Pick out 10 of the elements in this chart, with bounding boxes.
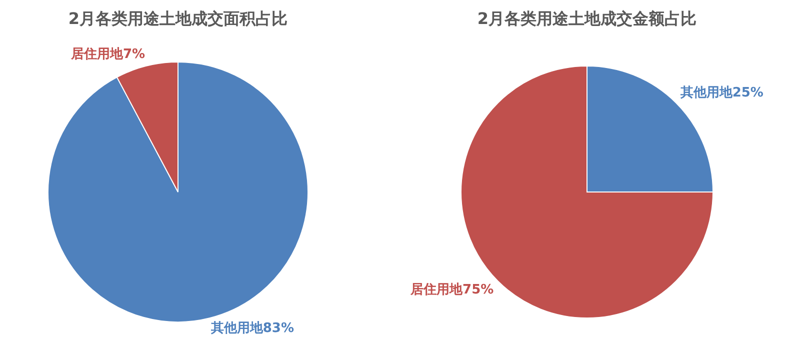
slice-label: 其他用地 xyxy=(210,320,264,336)
chart-title: 2月各类用途土地成交面积占比 xyxy=(68,9,288,28)
slice-label: 其他用地 xyxy=(679,86,734,101)
data-label: 75% xyxy=(462,282,494,298)
data-label: 7% xyxy=(123,47,146,62)
slice-label: 居住用地 xyxy=(410,282,464,298)
slice-label: 居住用地 xyxy=(70,47,124,62)
data-label: 25% xyxy=(732,86,764,101)
data-label: 83% xyxy=(262,320,294,336)
chart-title: 2月各类用途土地成交金额占比 xyxy=(477,9,697,28)
